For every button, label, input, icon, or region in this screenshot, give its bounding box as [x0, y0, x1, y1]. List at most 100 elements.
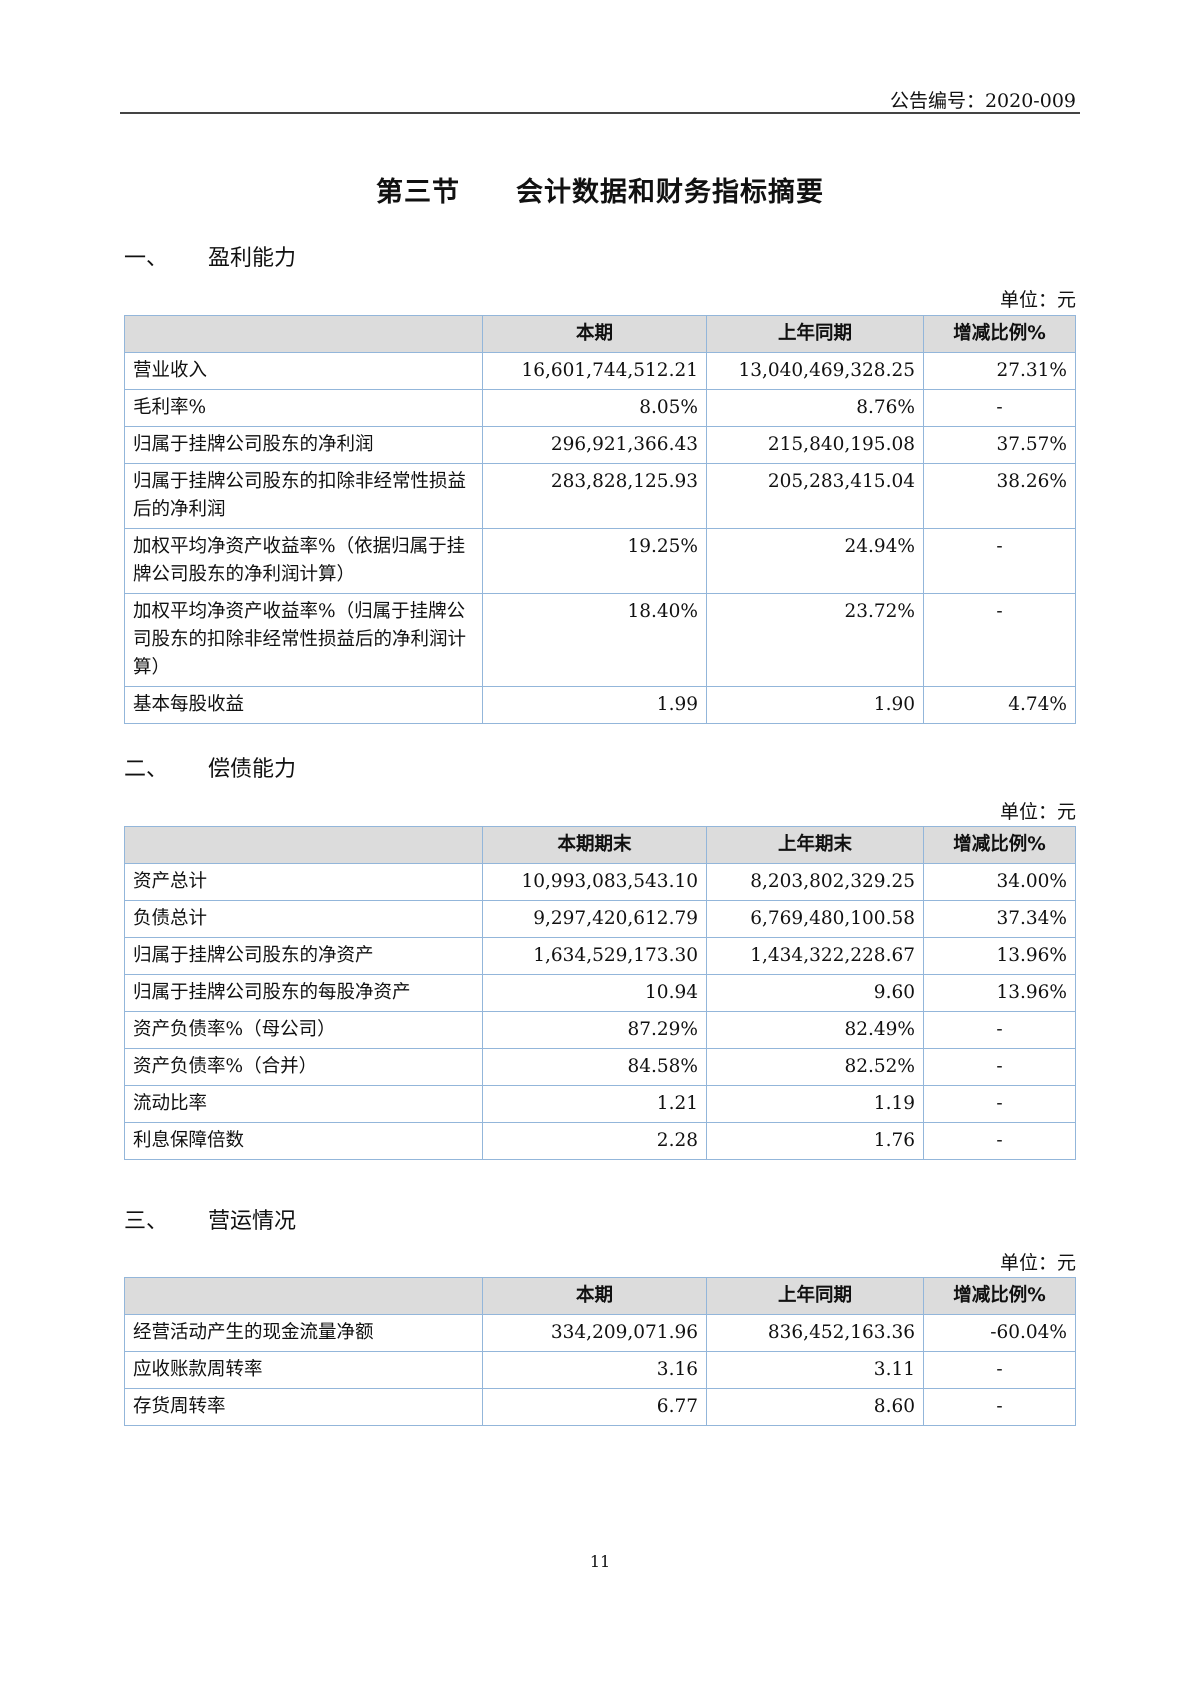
cell-value: 836,452,163.36: [706, 1314, 924, 1352]
table-row: 利息保障倍数 2.28 1.76-: [124, 1122, 1076, 1160]
cell-value: 8.05%: [482, 389, 707, 427]
row-label: 资产负债率%（合并）: [124, 1048, 483, 1086]
row-label: 经营活动产生的现金流量净额: [124, 1314, 483, 1352]
row-label: 归属于挂牌公司股东的每股净资产: [124, 974, 483, 1012]
table-header-row: 本期期末 上年期末 增减比例%: [124, 826, 1076, 864]
cell-value: 8.60: [706, 1388, 924, 1426]
cell-value: 10.94: [482, 974, 707, 1012]
row-label: 利息保障倍数: [124, 1122, 483, 1160]
table-row: 归属于挂牌公司股东的净利润 296,921,366.43 215,840,195.0…: [124, 426, 1076, 464]
row-label: 毛利率%: [124, 389, 483, 427]
cell-value: 27.31%: [923, 352, 1076, 390]
cell-value: -: [923, 1122, 1076, 1160]
cell-value: -60.04%: [923, 1314, 1076, 1352]
cell-value: -: [923, 1388, 1076, 1426]
cell-value: 205,283,415.04: [706, 463, 924, 529]
column-header: [124, 315, 483, 353]
table-row: 归属于挂牌公司股东的每股净资产 10.94 9.60 13.96%: [124, 974, 1076, 1012]
cell-value: 215,840,195.08: [706, 426, 924, 464]
cell-value: 1,634,529,173.30: [482, 937, 707, 975]
cell-value: -: [923, 1011, 1076, 1049]
section-number: 三、: [124, 1209, 169, 1234]
cell-value: 84.58%: [482, 1048, 707, 1086]
cell-value: 9,297,420,612.79: [482, 900, 707, 938]
cell-value: -: [923, 1048, 1076, 1086]
table-row: 加权平均净资产收益率%（归属于挂牌公司股东的扣除非经常性损益后的净利润计算） 18…: [124, 593, 1076, 687]
cell-value: 1.99: [482, 686, 707, 724]
section-heading-profitability: 一、 盈利能力: [124, 240, 296, 272]
section-title: 营运情况: [208, 1209, 297, 1234]
cell-value: -: [923, 1351, 1076, 1389]
cell-value: 1.76: [706, 1122, 924, 1160]
row-label: 基本每股收益: [124, 686, 483, 724]
table-header-row: 本期 上年同期 增减比例%: [124, 315, 1076, 353]
column-header: 增减比例%: [923, 315, 1076, 353]
cell-value: 283,828,125.93: [482, 463, 707, 529]
row-label: 归属于挂牌公司股东的净资产: [124, 937, 483, 975]
row-label: 应收账款周转率: [124, 1351, 483, 1389]
cell-value: 18.40%: [482, 593, 707, 687]
section-heading-operations: 三、 营运情况: [124, 1203, 296, 1235]
cell-value: 8.76%: [706, 389, 924, 427]
cell-value: 23.72%: [706, 593, 924, 687]
cell-value: 38.26%: [923, 463, 1076, 529]
row-label: 营业收入: [124, 352, 483, 390]
cell-value: 24.94%: [706, 528, 924, 594]
cell-value: 13.96%: [923, 974, 1076, 1012]
column-header: 上年同期: [706, 315, 924, 353]
cell-value: 1.90: [706, 686, 924, 724]
cell-value: -: [923, 389, 1076, 427]
header-rule: [120, 112, 1080, 114]
cell-value: 82.52%: [706, 1048, 924, 1086]
cell-value: 13.96%: [923, 937, 1076, 975]
cell-value: -: [923, 593, 1076, 687]
cell-value: 6.77: [482, 1388, 707, 1426]
row-label: 资产负债率%（母公司）: [124, 1011, 483, 1049]
cell-value: 19.25%: [482, 528, 707, 594]
cell-value: 16,601,744,512.21: [482, 352, 707, 390]
table-row: 毛利率% 8.05% 8.76% -: [124, 389, 1076, 427]
table-row: 资产负债率%（合并） 84.58% 82.52% -: [124, 1048, 1076, 1086]
row-label: 流动比率: [124, 1085, 483, 1123]
cell-value: 1,434,322,228.67: [706, 937, 924, 975]
column-header: 上年期末: [706, 826, 924, 864]
cell-value: 2.28: [482, 1122, 707, 1160]
table-operations: 本期 上年同期 增减比例% 经营活动产生的现金流量净额 334,209,071.96 83…: [124, 1277, 1076, 1426]
cell-value: 3.16: [482, 1351, 707, 1389]
cell-value: 9.60: [706, 974, 924, 1012]
cell-value: 4.74%: [923, 686, 1076, 724]
row-label: 存货周转率: [124, 1388, 483, 1426]
column-header: 增减比例%: [923, 1277, 1076, 1315]
column-header: 本期: [482, 315, 707, 353]
page-title: 第三节 会计数据和财务指标摘要: [376, 177, 824, 208]
cell-value: 37.34%: [923, 900, 1076, 938]
column-header: 本期期末: [482, 826, 707, 864]
cell-value: -: [923, 528, 1076, 594]
section-heading-solvency: 二、 偿债能力: [124, 751, 296, 783]
unit-label: 单位：元: [999, 801, 1076, 823]
row-label: 加权平均净资产收益率%（归属于挂牌公司股东的扣除非经常性损益后的净利润计算）: [124, 593, 483, 687]
column-header: 本期: [482, 1277, 707, 1315]
row-label: 归属于挂牌公司股东的扣除非经常性损益后的净利润: [124, 463, 483, 529]
section-number: 一、: [124, 246, 169, 271]
table-header-row: 本期 上年同期 增减比例%: [124, 1277, 1076, 1315]
section-title: 偿债能力: [208, 757, 297, 782]
cell-value: 334,209,071.96: [482, 1314, 707, 1352]
table-row: 归属于挂牌公司股东的扣除非经常性损益后的净利润 283,828,125.93 205…: [124, 463, 1076, 529]
table-profitability: 本期 上年同期 增减比例% 营业收入 16,601,744,512.21 13,040,4…: [124, 315, 1076, 724]
row-label: 加权平均净资产收益率%（依据归属于挂牌公司股东的净利润计算）: [124, 528, 483, 594]
cell-value: 82.49%: [706, 1011, 924, 1049]
unit-label: 单位：元: [999, 289, 1076, 311]
section-number: 二、: [124, 757, 169, 782]
cell-value: 10,993,083,543.10: [482, 863, 707, 901]
cell-value: 34.00%: [923, 863, 1076, 901]
column-header: [124, 826, 483, 864]
cell-value: 1.21: [482, 1085, 707, 1123]
column-header: [124, 1277, 483, 1315]
document-number: 公告编号：2020-009: [889, 90, 1076, 112]
page-number: 11: [589, 1552, 611, 1571]
row-label: 资产总计: [124, 863, 483, 901]
unit-label: 单位：元: [999, 1252, 1076, 1274]
table-row: 存货周转率 6.77 8.60-: [124, 1388, 1076, 1426]
cell-value: 1.19: [706, 1085, 924, 1123]
